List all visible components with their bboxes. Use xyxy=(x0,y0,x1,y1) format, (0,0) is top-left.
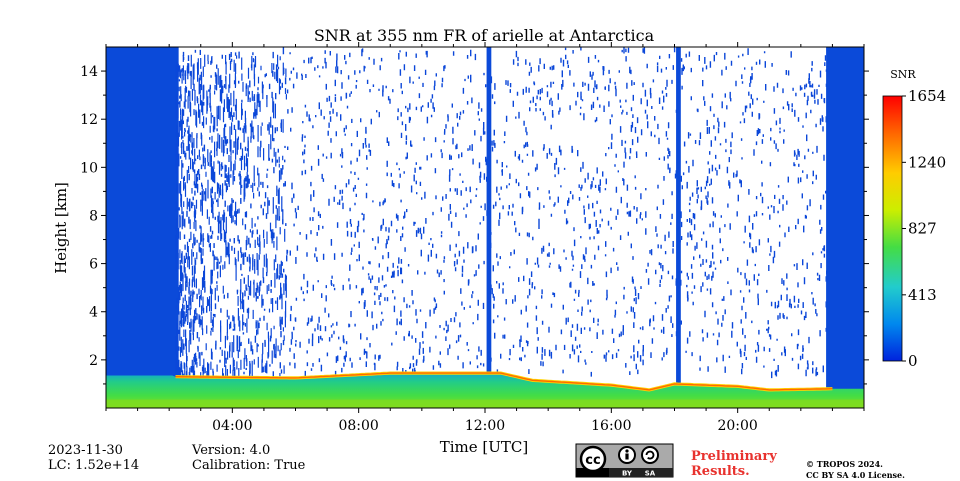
x-tick-label: 04:00 xyxy=(212,418,252,434)
footer-meta-right: Version: 4.0 Calibration: True xyxy=(192,443,305,473)
colorbar-tick-label: 1240 xyxy=(908,153,946,171)
x-axis-label: Time [UTC] xyxy=(440,438,529,456)
layer-top-orange xyxy=(175,372,833,391)
near-ground-signal xyxy=(106,399,864,408)
signal-band xyxy=(676,47,681,408)
footer-meta-left: 2023-11-30 LC: 1.52e+14 xyxy=(48,443,139,473)
y-axis: 2 4 6 8 10 12 14 xyxy=(80,64,869,385)
colorbar-label: SNR xyxy=(890,68,916,81)
colorbar-gradient xyxy=(882,95,903,362)
y-tick-label: 8 xyxy=(89,208,98,224)
cc-license-badge: cc BY SA xyxy=(575,443,674,478)
x-tick-label: 08:00 xyxy=(338,418,378,434)
copyright-note: © TROPOS 2024. CC BY SA 4.0 License. xyxy=(806,459,905,481)
chart-title: SNR at 355 nm FR of arielle at Antarctic… xyxy=(314,26,655,45)
heatmap-cells xyxy=(106,47,864,408)
x-tick-label: 16:00 xyxy=(591,418,631,434)
y-tick-label: 14 xyxy=(80,64,98,80)
footer-calibration: Calibration: True xyxy=(192,458,306,473)
x-axis: 04:00 08:00 12:00 16:00 20:00 xyxy=(105,42,865,434)
footer-date: 2023-11-30 xyxy=(48,443,123,458)
signal-band xyxy=(486,47,492,408)
colorbar-tick-label: 0 xyxy=(908,352,918,370)
y-tick-label: 12 xyxy=(80,112,98,128)
colorbar-tick-label: 1654 xyxy=(908,87,946,105)
by-label: BY xyxy=(622,470,633,478)
signal-band xyxy=(106,47,179,408)
sa-icon xyxy=(641,446,659,464)
y-tick-label: 6 xyxy=(89,257,98,273)
preliminary-note: Preliminary Results. xyxy=(691,449,777,479)
signal-band xyxy=(826,47,864,408)
y-axis-label: Height [km] xyxy=(52,182,70,274)
y-tick-label: 10 xyxy=(80,160,98,176)
noise-fringe xyxy=(175,54,287,394)
y-tick-label: 4 xyxy=(89,305,98,321)
cc-icon xyxy=(579,445,607,473)
footer-lc: LC: 1.52e+14 xyxy=(48,458,140,473)
footer-version: Version: 4.0 xyxy=(192,443,271,458)
sa-label: SA xyxy=(645,470,656,478)
colorbar-ticks: 0 413 827 1240 1654 xyxy=(902,87,946,370)
x-tick-label: 20:00 xyxy=(717,418,757,434)
colorbar: SNR 0 413 827 1240 1654 xyxy=(882,68,946,370)
copyright-line-2: CC BY SA 4.0 License. xyxy=(806,470,905,480)
colorbar-tick-label: 827 xyxy=(908,220,937,238)
colorbar-tick-label: 413 xyxy=(908,286,937,304)
preliminary-line-2: Results. xyxy=(691,464,750,479)
boundary-layer-region xyxy=(106,373,864,408)
cc-icon-label: cc xyxy=(585,453,600,468)
preliminary-line-1: Preliminary xyxy=(691,449,777,464)
copyright-line-1: © TROPOS 2024. xyxy=(806,459,883,469)
x-tick-label: 12:00 xyxy=(465,418,505,434)
y-tick-label: 2 xyxy=(89,353,98,369)
